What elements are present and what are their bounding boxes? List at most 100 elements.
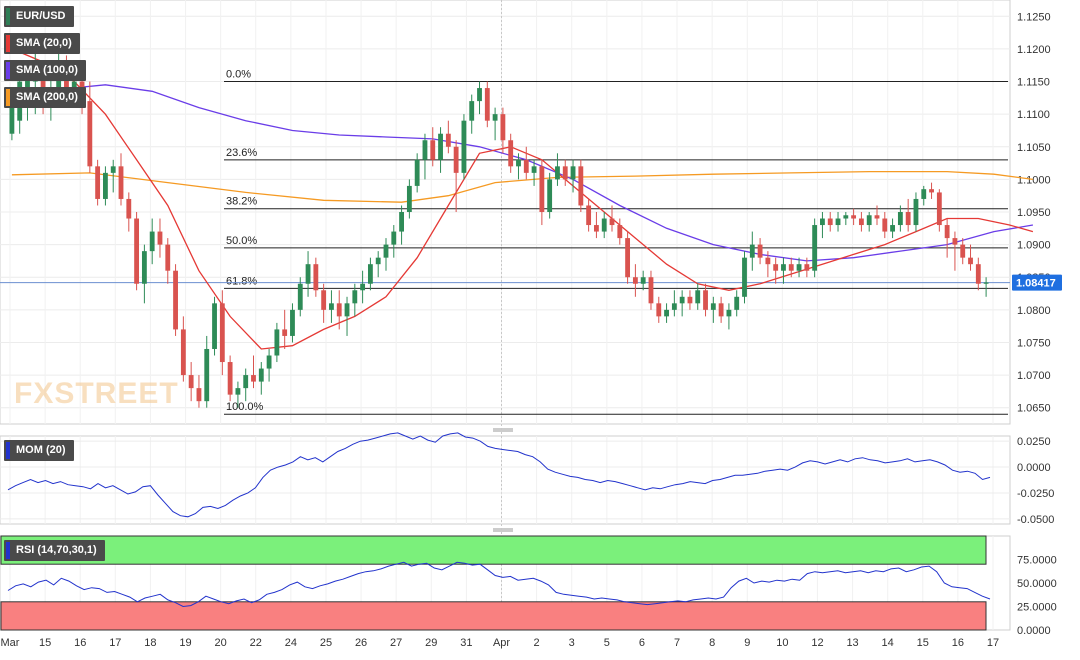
date-axis-label: 15 <box>917 637 929 649</box>
rsi-axis-label: 0.0000 <box>1017 625 1051 637</box>
candle-body <box>555 166 560 180</box>
candle-body <box>321 290 327 310</box>
candle-body <box>87 101 93 167</box>
candle-body <box>586 205 592 226</box>
date-axis-label: 6 <box>639 637 645 649</box>
legend-sma200-label: SMA (200,0) <box>16 91 78 103</box>
date-axis-label: Mar <box>1 637 20 649</box>
fxstreet-watermark: FXSTREET <box>14 377 179 410</box>
legend-sma20[interactable]: SMA (20,0) <box>4 33 80 54</box>
candle-body <box>196 388 202 402</box>
rsi-axis-label: 75.0000 <box>1017 555 1057 567</box>
legend-mom-label: MOM (20) <box>16 444 66 456</box>
candle-body <box>453 146 459 173</box>
candle-body <box>219 303 225 363</box>
candle-body <box>570 166 576 180</box>
candle-body <box>983 282 989 284</box>
candle-body <box>477 88 482 102</box>
date-axis-label: 10 <box>776 637 788 649</box>
date-axis-label: 13 <box>846 637 858 649</box>
candle-body <box>703 290 708 310</box>
candle-body <box>812 225 818 271</box>
legend-mom[interactable]: MOM (20) <box>4 440 74 461</box>
candle-body <box>227 362 233 395</box>
legend-sma200[interactable]: SMA (200,0) <box>4 87 86 108</box>
candle-body <box>461 120 467 173</box>
candle-body <box>516 159 521 167</box>
candle-body <box>578 166 584 206</box>
candle-body <box>344 303 350 317</box>
candle-body <box>835 218 841 226</box>
candle-body <box>243 375 249 389</box>
candle-body <box>968 257 973 265</box>
mom-line <box>7 432 991 518</box>
price-axis-label: 1.0950 <box>1017 207 1051 219</box>
date-axis-label: 20 <box>215 637 227 649</box>
fibonacci-level-label: 23.6% <box>226 147 257 159</box>
date-axis-label: 12 <box>811 637 823 649</box>
candle-body <box>890 225 895 232</box>
candle-body <box>936 192 942 226</box>
candle-body <box>726 309 732 317</box>
candle-body <box>235 388 241 395</box>
candle-body <box>430 140 436 160</box>
candle-body <box>562 166 568 180</box>
rsi-line <box>7 561 991 608</box>
candle-body <box>406 185 412 212</box>
candle-body <box>788 264 794 271</box>
fibonacci-level-label: 38.2% <box>226 196 257 208</box>
price-axis-label: 1.1150 <box>1017 77 1050 89</box>
candle-body <box>952 238 958 245</box>
candle-body <box>313 264 319 291</box>
last-price-value: 1.08417 <box>1016 278 1056 290</box>
price-axis-label: 1.1200 <box>1017 44 1051 56</box>
legend-sma100[interactable]: SMA (100,0) <box>4 60 86 81</box>
date-axis-label: 24 <box>285 637 297 649</box>
candle-body <box>796 264 802 271</box>
date-axis-label: 5 <box>604 637 610 649</box>
price-axis-label: 1.1100 <box>1017 109 1050 121</box>
candle-body <box>921 189 927 199</box>
fibonacci-level-label: 100.0% <box>226 401 264 413</box>
date-axis-label: 31 <box>460 637 472 649</box>
candle-body <box>251 375 256 382</box>
fibonacci-level-label: 61.8% <box>226 275 257 287</box>
date-axis-label: 14 <box>882 637 894 649</box>
candle-body <box>399 212 404 232</box>
candle-body <box>913 198 919 226</box>
candle-body <box>305 264 311 284</box>
candle-body <box>773 264 779 271</box>
date-axis-label: 8 <box>709 637 715 649</box>
legend-sma100-label: SMA (100,0) <box>16 64 78 76</box>
candle-body <box>531 166 537 173</box>
candle-body <box>851 215 857 219</box>
candle-body <box>360 283 366 291</box>
price-axis-label: 1.1050 <box>1017 142 1051 154</box>
candle-body <box>165 244 171 271</box>
date-axis-label: 15 <box>39 637 51 649</box>
candle-body <box>617 225 623 239</box>
candle-body <box>422 140 428 160</box>
date-axis-label: 25 <box>320 637 332 649</box>
candle-body <box>336 303 342 317</box>
candle-body <box>866 215 872 226</box>
candle-body <box>290 309 295 336</box>
legend-rsi-label: RSI (14,70,30,1) <box>16 544 97 556</box>
mom-axis-label: -0.0250 <box>1017 488 1054 500</box>
candle-body <box>149 231 155 252</box>
rsi-overbought-zone <box>0 535 987 565</box>
candle-body <box>438 133 443 160</box>
candle-body <box>212 303 217 349</box>
legend-eurusd[interactable]: EUR/USD <box>4 6 74 27</box>
legend-sma100-swatch <box>6 62 10 79</box>
candle-body <box>500 114 506 141</box>
legend-rsi[interactable]: RSI (14,70,30,1) <box>4 540 105 561</box>
candle-body <box>352 290 358 304</box>
date-axis-label: 2 <box>534 637 540 649</box>
date-axis-label: 16 <box>74 637 86 649</box>
candle-body <box>375 257 381 265</box>
candle-body <box>118 166 124 199</box>
candle-body <box>640 277 646 284</box>
candle-body <box>95 166 101 199</box>
